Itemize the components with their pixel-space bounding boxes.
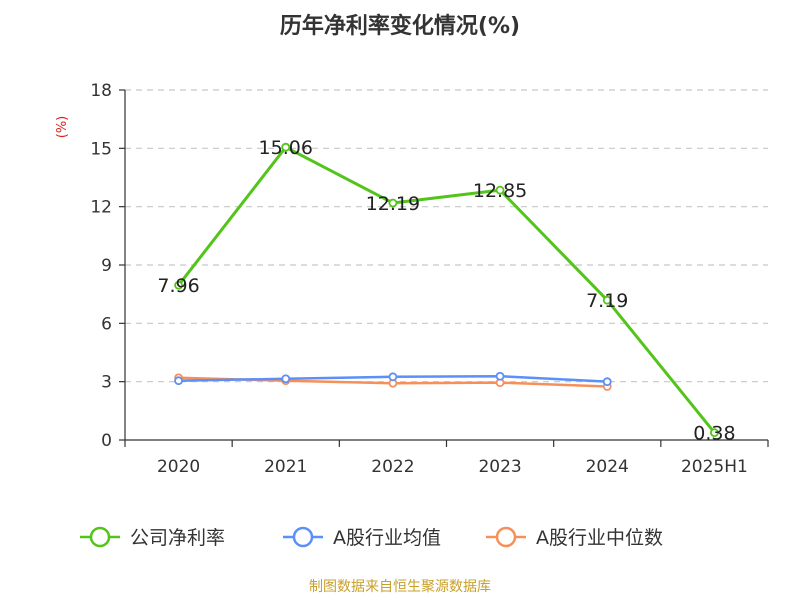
data-label-2023: 12.85 (473, 180, 527, 202)
legend-label-1: A股行业均值 (333, 527, 441, 549)
y-tick-label-9: 9 (101, 256, 112, 276)
data-label-2022: 12.19 (366, 193, 420, 215)
series-1-point-4 (602, 377, 612, 387)
source-note: 制图数据来自恒生聚源数据库 (309, 579, 491, 595)
series-line-0 (177, 145, 716, 434)
chart-title: 历年净利率变化情况(%) (280, 13, 520, 39)
axes (119, 89, 769, 447)
series-1-point-2 (388, 372, 398, 382)
y-tick-label-3: 3 (101, 373, 112, 393)
x-tick-label-2020: 2020 (157, 457, 200, 477)
data-label-2025H1: 0.38 (693, 423, 735, 445)
data-label-2021: 15.06 (259, 137, 313, 159)
x-tick-labels: 2020 2021 2022 2023 2024 2025H1 (157, 457, 748, 477)
legend-marker-1 (292, 526, 314, 548)
series-1-point-0 (174, 376, 183, 386)
series-0-point-2 (388, 198, 398, 208)
gridlines (125, 89, 768, 383)
legend-label-0: 公司净利率 (130, 527, 225, 549)
series-0-point-4 (602, 295, 612, 305)
y-tick-label-15: 15 (90, 139, 112, 159)
x-tick-label-2021: 2021 (264, 457, 307, 477)
series-0-point-3 (495, 185, 505, 195)
x-tick-label-2022: 2022 (371, 457, 414, 477)
legend-label-2: A股行业中位数 (536, 527, 663, 549)
x-tick-label-2024: 2024 (586, 457, 629, 477)
y-tick-label-6: 6 (101, 314, 112, 334)
y-tick-label-12: 12 (90, 198, 112, 218)
y-tick-labels: 0 3 6 9 12 15 18 (90, 81, 112, 451)
series-1-point-3 (495, 371, 505, 381)
data-label-2024: 7.19 (586, 290, 628, 312)
legend: 公司净利率 A股行业均值 A股行业中位数 (80, 526, 663, 549)
y-tick-label-18: 18 (90, 81, 112, 101)
y-axis-title: (%) (55, 116, 70, 139)
series-1-point-1 (281, 374, 291, 384)
series-0-point-1 (281, 142, 291, 152)
y-tick-label-0: 0 (101, 431, 112, 451)
x-tick-label-2023: 2023 (478, 457, 521, 477)
legend-marker-2 (495, 526, 517, 548)
series-0-point-5 (710, 428, 719, 438)
legend-marker-0 (89, 526, 111, 548)
data-label-2020: 7.96 (157, 275, 199, 297)
series-lines (174, 142, 719, 438)
x-tick-label-2025H1: 2025H1 (681, 457, 748, 477)
data-labels: 7.96 15.06 12.19 12.85 7.19 0.38 (157, 137, 735, 444)
series-0-point-0 (174, 280, 183, 290)
